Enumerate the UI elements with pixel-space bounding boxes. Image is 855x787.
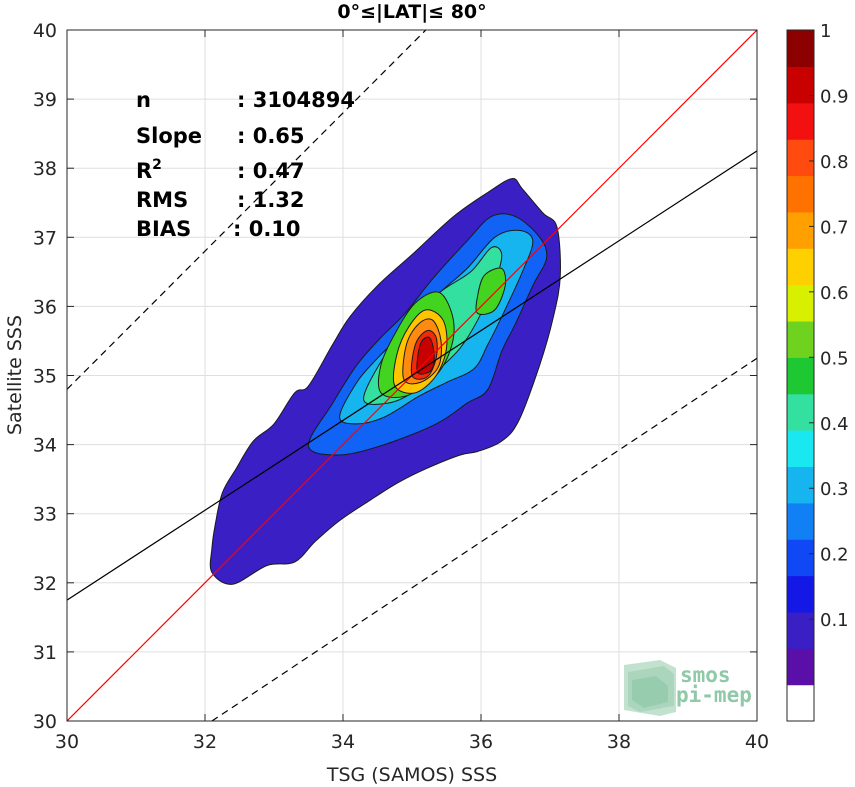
y-tick-label: 37	[33, 227, 57, 249]
y-axis-ticks: 30 31 32 33 34 35 36 37 38 39 40	[33, 20, 757, 733]
stat-value: : 3104894	[237, 88, 355, 112]
colorbar-tick-label: 1	[820, 21, 831, 42]
x-axis-ticks: 30 32 34 36 38 40	[55, 30, 769, 753]
stat-value: : 0.10	[233, 217, 301, 241]
x-tick-label: 32	[193, 731, 217, 753]
colorbar-segment	[787, 284, 814, 322]
y-axis-label: Satellite SSS	[4, 315, 26, 435]
colorbar-segment	[787, 393, 814, 431]
colorbar-segment	[787, 575, 814, 613]
colorbar-tick-label: 0.3	[820, 479, 849, 500]
y-tick-label: 39	[33, 89, 57, 111]
y-tick-label: 34	[33, 435, 57, 457]
x-tick-label: 36	[469, 731, 493, 753]
stat-value: : 0.47	[237, 159, 305, 183]
colorbar-segment	[787, 175, 814, 213]
contour-level-1	[416, 336, 435, 375]
chart-title: 0°≤|LAT|≤ 80°	[337, 1, 486, 23]
colorbar-tick-label: 0.4	[820, 414, 849, 435]
colorbar-segment	[787, 66, 814, 104]
colorbar-segment	[787, 139, 814, 177]
colorbar-segment	[787, 211, 814, 249]
y-tick-label: 31	[33, 642, 57, 664]
colorbar-segment	[787, 102, 814, 140]
colorbar-tick-label: 0.7	[820, 217, 849, 238]
stat-label: BIAS	[136, 217, 191, 241]
colorbar-tick-label: 0.9	[820, 86, 849, 107]
y-tick-label: 38	[33, 158, 57, 180]
colorbar-tick-label: 0.5	[820, 348, 849, 369]
stat-value: : 1.32	[237, 188, 305, 212]
stat-label: n	[136, 88, 151, 112]
x-tick-label: 30	[55, 731, 79, 753]
x-tick-label: 40	[745, 731, 769, 753]
smos-pimep-logo: smos pi-mep	[624, 660, 752, 716]
colorbar-segment	[787, 30, 814, 67]
colorbar: 0.1 0.2 0.3 0.4 0.5 0.6 0.7 0.8 0.9 1	[786, 21, 849, 722]
x-axis-label: TSG (SAMOS) SSS	[326, 764, 497, 786]
y-tick-label: 40	[33, 20, 57, 42]
colorbar-segment	[787, 539, 814, 577]
x-tick-label: 38	[607, 731, 631, 753]
colorbar-frame	[786, 29, 815, 722]
colorbar-tick-label: 0.6	[820, 283, 849, 304]
colorbar-segment	[787, 684, 814, 722]
colorbar-segment	[787, 430, 814, 468]
colorbar-segment	[787, 611, 814, 649]
y-tick-label: 30	[33, 711, 57, 733]
x-tick-label: 34	[331, 731, 355, 753]
stat-label: RMS	[136, 188, 188, 212]
colorbar-segment	[787, 320, 814, 358]
y-tick-label: 36	[33, 296, 57, 318]
line-regression	[67, 150, 757, 601]
logo-line2: pi-mep	[676, 683, 752, 707]
line-lower-bound	[211, 357, 757, 721]
y-tick-label: 32	[33, 573, 57, 595]
reference-lines	[67, 30, 757, 721]
line-upper-bound	[67, 30, 427, 390]
colorbar-tick-label: 0.1	[820, 610, 849, 631]
y-tick-label: 33	[33, 504, 57, 526]
stat-value: : 0.65	[237, 124, 305, 148]
y-tick-label: 35	[33, 366, 57, 388]
colorbar-segment	[787, 466, 814, 504]
colorbar-tick-label: 0.8	[820, 152, 849, 173]
density-contours	[209, 178, 561, 585]
logo-mark-icon	[624, 660, 676, 716]
colorbar-segment	[787, 357, 814, 395]
logo-line1: smos	[680, 663, 731, 687]
colorbar-tick-label: 0.2	[820, 545, 849, 566]
stat-label: Slope	[136, 124, 202, 148]
colorbar-segment	[787, 648, 814, 686]
colorbar-segment	[787, 248, 814, 286]
colorbar-segment	[787, 502, 814, 540]
contour-level-0_55	[475, 267, 507, 315]
